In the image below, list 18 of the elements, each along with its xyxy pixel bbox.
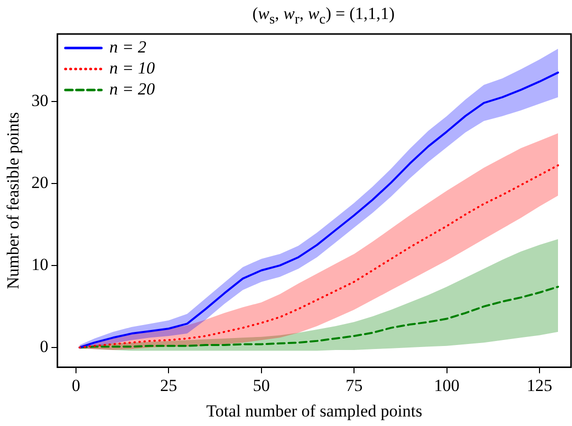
y-tick-label: 30 — [31, 90, 48, 110]
chart-title: (w$_{s}$, w$_{r}$, w$_{c}$) = (1,1,1) — [252, 4, 395, 28]
y-tick-label: 20 — [31, 172, 48, 192]
x-tick-label: 75 — [346, 376, 363, 395]
y-tick-label: 0 — [40, 336, 48, 356]
x-tick-label: 100 — [434, 376, 460, 395]
x-tick-label: 0 — [72, 376, 80, 395]
legend-label: n = 10 — [109, 58, 156, 78]
x-tick-label: 50 — [252, 376, 270, 395]
y-tick-label: 10 — [31, 254, 48, 274]
x-tick-label: 25 — [160, 376, 178, 395]
line-series — [78, 164, 560, 349]
legend-label: n = 2 — [109, 37, 147, 56]
x-tick-label: 125 — [526, 376, 552, 395]
x-axis-title: Total number of sampled points — [206, 401, 422, 420]
legend-label: n = 20 — [109, 79, 156, 98]
y-axis-title: Number of feasible points — [4, 112, 23, 290]
line-series — [78, 286, 560, 349]
